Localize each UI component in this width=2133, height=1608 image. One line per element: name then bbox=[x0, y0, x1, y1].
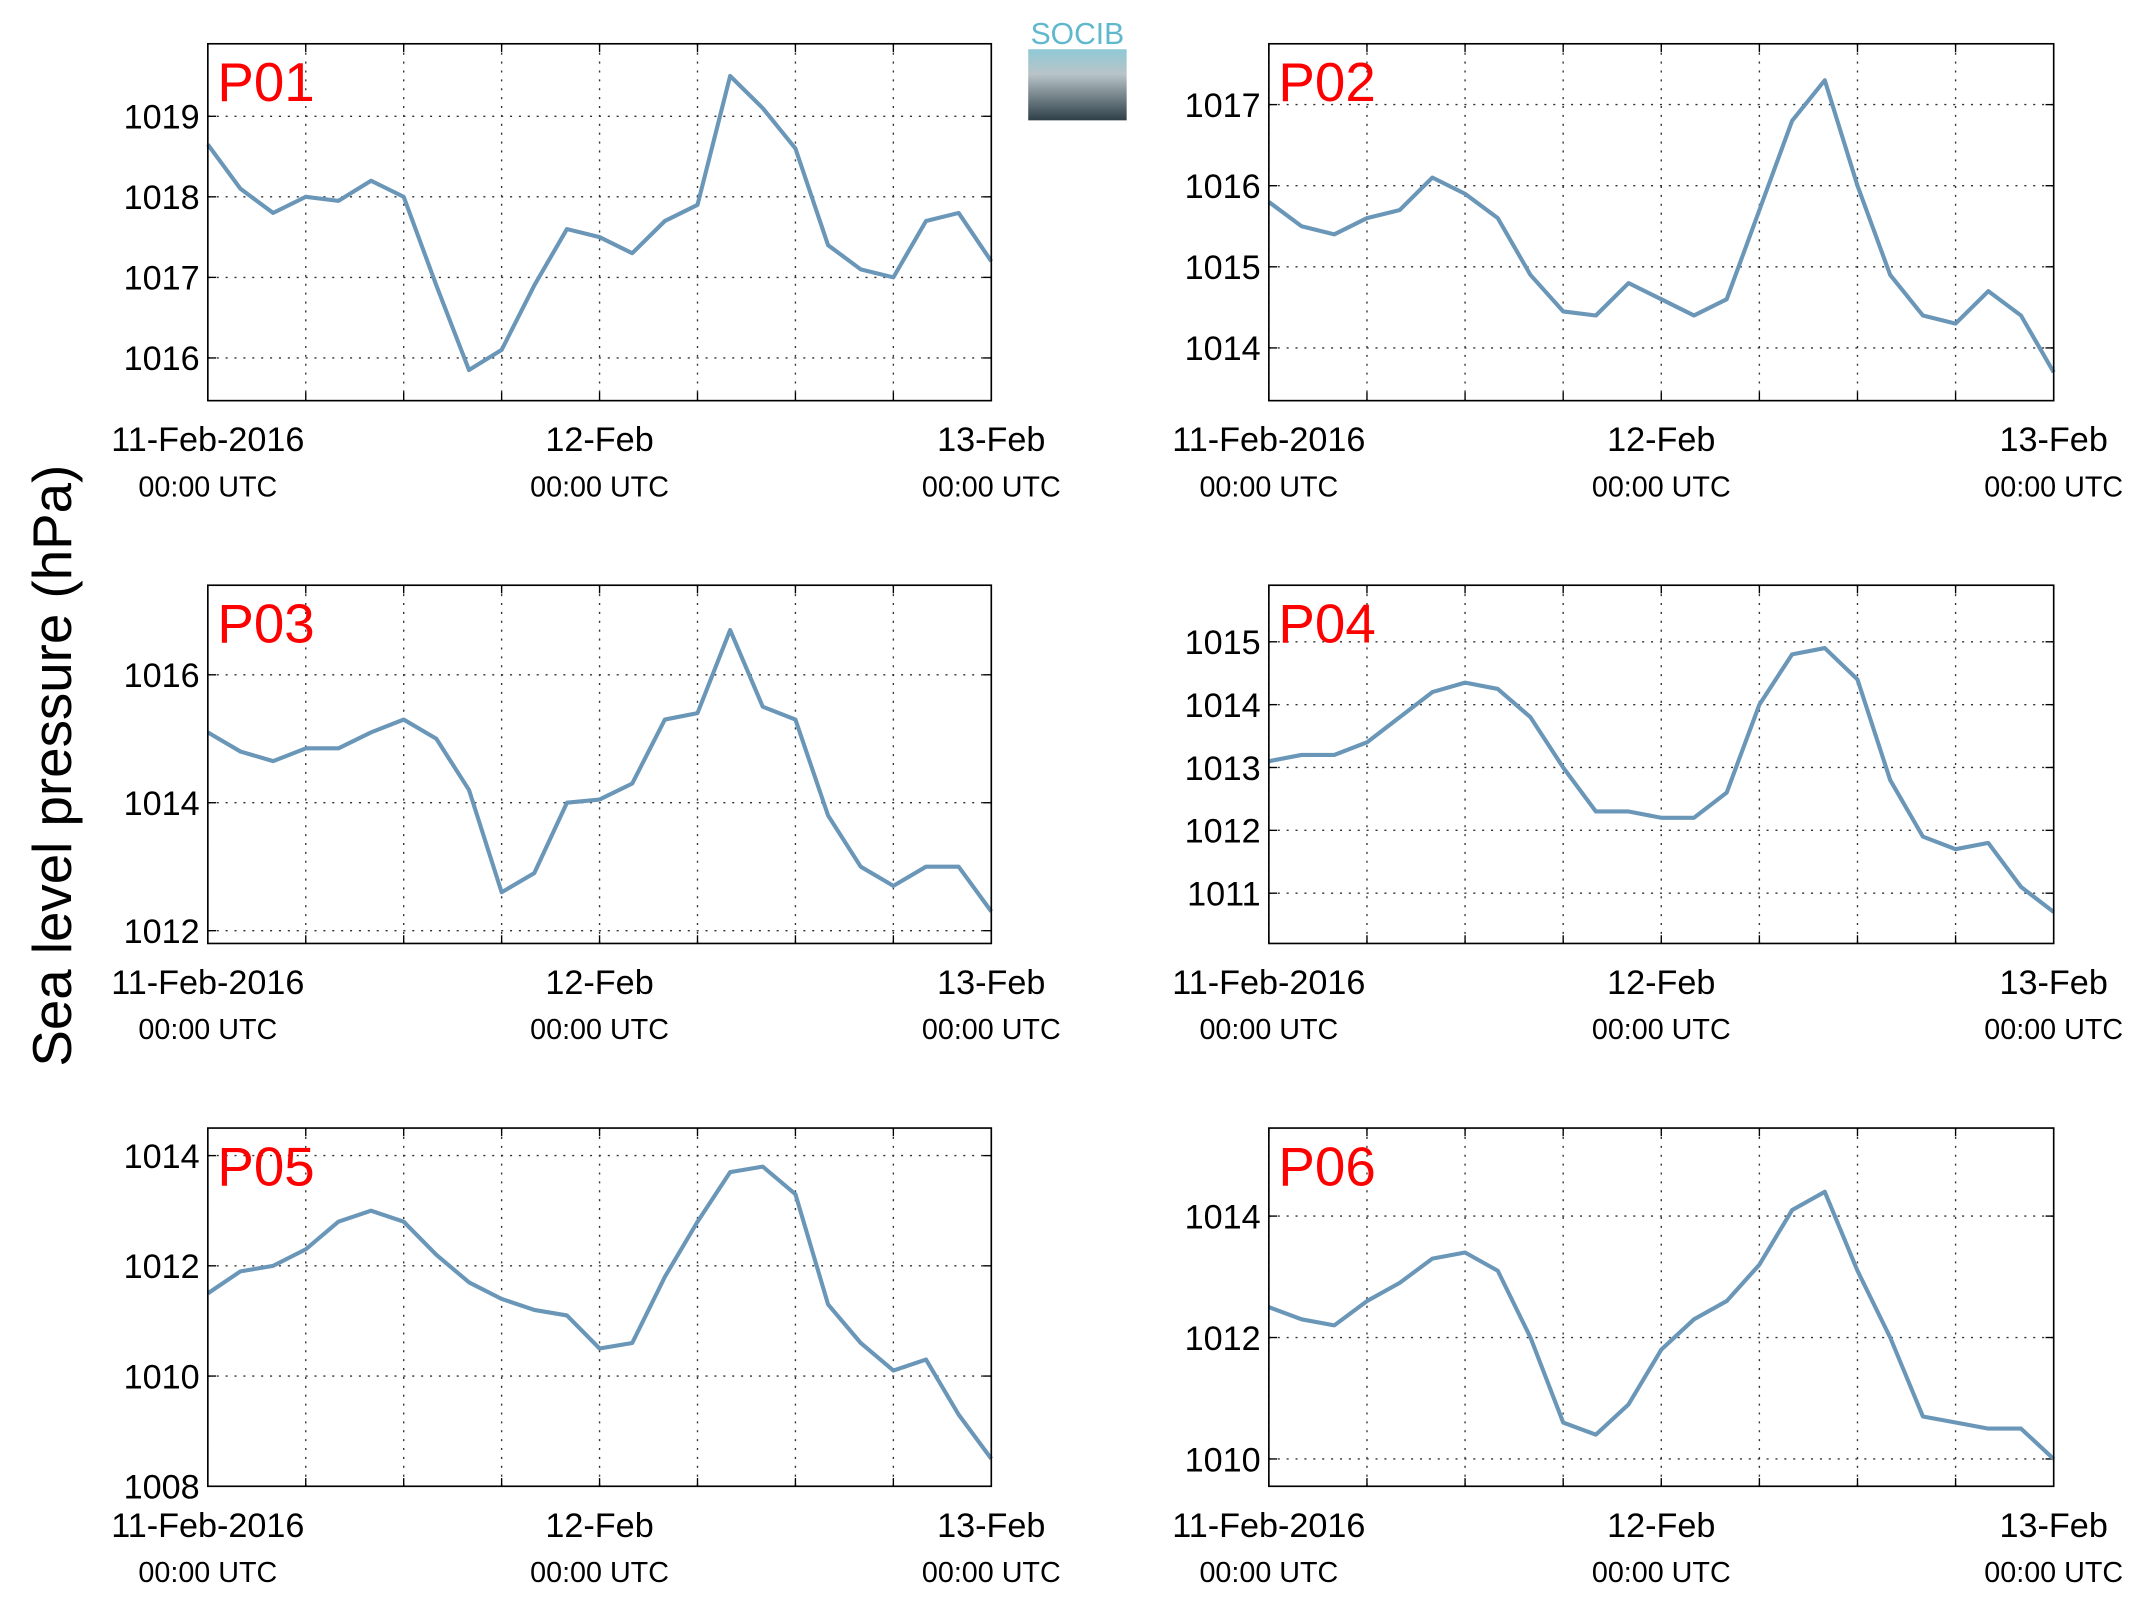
panel-label: P02 bbox=[1278, 51, 1375, 113]
panel: 1016 1017 1018 1019 11-Feb-2016 00:00 UTC 12-F… bbox=[111, 42, 1061, 503]
y-tick-label: 1018 bbox=[124, 179, 200, 217]
plot-frame bbox=[1268, 1127, 2055, 1488]
x-tick-label: 11-Feb-2016 bbox=[1172, 1507, 1365, 1545]
y-tick-label: 1015 bbox=[1185, 624, 1261, 662]
x-tick-sublabel: 00:00 UTC bbox=[1199, 1557, 1338, 1589]
x-tick-sublabel: 00:00 UTC bbox=[138, 1014, 277, 1046]
y-axis-label: Sea level pressure (hPa) bbox=[21, 465, 83, 1067]
x-tick-label: 13-Feb bbox=[2000, 964, 2108, 1002]
panel: 1011 1012 1013 1014 1015 11-Feb-2016 00:00 UTC… bbox=[1172, 584, 2123, 1046]
x-tick-sublabel: 00:00 UTC bbox=[1592, 1557, 1731, 1589]
y-tick-label: 1015 bbox=[1185, 249, 1261, 287]
x-tick-label: 11-Feb-2016 bbox=[1172, 421, 1365, 459]
x-tick-label: 13-Feb bbox=[937, 1507, 1045, 1545]
y-tick-label: 1016 bbox=[124, 340, 200, 378]
x-tick-sublabel: 00:00 UTC bbox=[138, 1557, 277, 1589]
x-tick-label: 13-Feb bbox=[937, 421, 1045, 459]
y-tick-label: 1016 bbox=[1185, 168, 1261, 206]
x-tick-label: 12-Feb bbox=[545, 964, 653, 1002]
plot-frame bbox=[1268, 42, 2055, 402]
x-tick-label: 13-Feb bbox=[2000, 421, 2108, 459]
x-tick-sublabel: 00:00 UTC bbox=[922, 471, 1061, 503]
data-line bbox=[1268, 646, 2055, 914]
panel-label: P01 bbox=[217, 51, 314, 113]
plot-frame bbox=[1268, 584, 2055, 945]
x-tick-sublabel: 00:00 UTC bbox=[138, 471, 277, 503]
y-tick-label: 1014 bbox=[1185, 687, 1261, 725]
y-tick-label: 1014 bbox=[124, 1138, 200, 1176]
y-tick-label: 1008 bbox=[124, 1469, 200, 1507]
y-tick-label: 1012 bbox=[1185, 1320, 1261, 1358]
x-tick-sublabel: 00:00 UTC bbox=[530, 1014, 669, 1046]
x-tick-sublabel: 00:00 UTC bbox=[922, 1014, 1061, 1046]
data-line bbox=[206, 627, 993, 913]
x-tick-sublabel: 00:00 UTC bbox=[1592, 471, 1731, 503]
x-tick-sublabel: 00:00 UTC bbox=[1984, 471, 2123, 503]
plot-frame bbox=[207, 42, 993, 402]
y-tick-label: 1012 bbox=[124, 1248, 200, 1286]
y-tick-label: 1011 bbox=[1187, 875, 1260, 913]
x-tick-sublabel: 00:00 UTC bbox=[530, 1557, 669, 1589]
plot-frame bbox=[207, 584, 993, 945]
logo-text: SOCIB bbox=[1031, 18, 1125, 51]
panel-label: P03 bbox=[217, 593, 314, 655]
x-tick-sublabel: 00:00 UTC bbox=[1984, 1014, 2123, 1046]
x-tick-label: 12-Feb bbox=[1607, 1507, 1715, 1545]
panel: 1014 1015 1016 1017 11-Feb-2016 00:00 UTC 12-F… bbox=[1172, 42, 2123, 503]
x-tick-sublabel: 00:00 UTC bbox=[1199, 471, 1338, 503]
panel-label: P04 bbox=[1278, 593, 1375, 655]
logo: SOCIB bbox=[1028, 18, 1127, 121]
data-line bbox=[1267, 78, 2056, 374]
y-tick-label: 1016 bbox=[124, 657, 200, 695]
y-tick-label: 1013 bbox=[1185, 750, 1261, 788]
x-tick-sublabel: 00:00 UTC bbox=[922, 1557, 1061, 1589]
y-tick-label: 1017 bbox=[124, 260, 200, 298]
panel: 1008 1010 1012 1014 11-Feb-2016 00:00 UTC 12-F… bbox=[111, 1127, 1061, 1589]
panel: 1010 1012 1014 11-Feb-2016 00:00 UTC 12-Feb 00… bbox=[1172, 1127, 2123, 1589]
y-tick-label: 1010 bbox=[124, 1358, 200, 1396]
x-tick-label: 12-Feb bbox=[545, 1507, 653, 1545]
y-tick-label: 1012 bbox=[1185, 813, 1261, 851]
x-tick-label: 12-Feb bbox=[1607, 964, 1715, 1002]
y-tick-label: 1012 bbox=[124, 913, 200, 951]
x-tick-label: 13-Feb bbox=[937, 964, 1045, 1002]
y-tick-label: 1019 bbox=[124, 99, 200, 137]
panel: 1012 1014 1016 11-Feb-2016 00:00 UTC 12-Feb 00… bbox=[111, 584, 1061, 1046]
data-line bbox=[206, 73, 993, 373]
x-tick-label: 11-Feb-2016 bbox=[111, 964, 304, 1002]
x-tick-label: 11-Feb-2016 bbox=[1172, 964, 1365, 1002]
x-tick-sublabel: 00:00 UTC bbox=[1592, 1014, 1731, 1046]
x-tick-label: 13-Feb bbox=[2000, 1507, 2108, 1545]
y-tick-label: 1014 bbox=[124, 785, 200, 823]
y-tick-label: 1010 bbox=[1185, 1441, 1261, 1479]
data-line bbox=[206, 1164, 993, 1460]
y-tick-label: 1014 bbox=[1185, 1198, 1261, 1236]
x-tick-label: 12-Feb bbox=[545, 421, 653, 459]
logo-graphic bbox=[1028, 49, 1127, 121]
x-tick-sublabel: 00:00 UTC bbox=[530, 471, 669, 503]
y-tick-label: 1017 bbox=[1185, 87, 1261, 125]
plot-frame bbox=[207, 1127, 993, 1488]
panel-label: P06 bbox=[1278, 1135, 1375, 1197]
x-tick-sublabel: 00:00 UTC bbox=[1199, 1014, 1338, 1046]
x-tick-sublabel: 00:00 UTC bbox=[1984, 1557, 2123, 1589]
y-tick-label: 1014 bbox=[1185, 330, 1261, 368]
data-line bbox=[1268, 1189, 2056, 1461]
panel-label: P05 bbox=[217, 1135, 314, 1197]
x-tick-label: 11-Feb-2016 bbox=[111, 1507, 304, 1545]
x-tick-label: 11-Feb-2016 bbox=[111, 421, 304, 459]
x-tick-label: 12-Feb bbox=[1607, 421, 1715, 459]
